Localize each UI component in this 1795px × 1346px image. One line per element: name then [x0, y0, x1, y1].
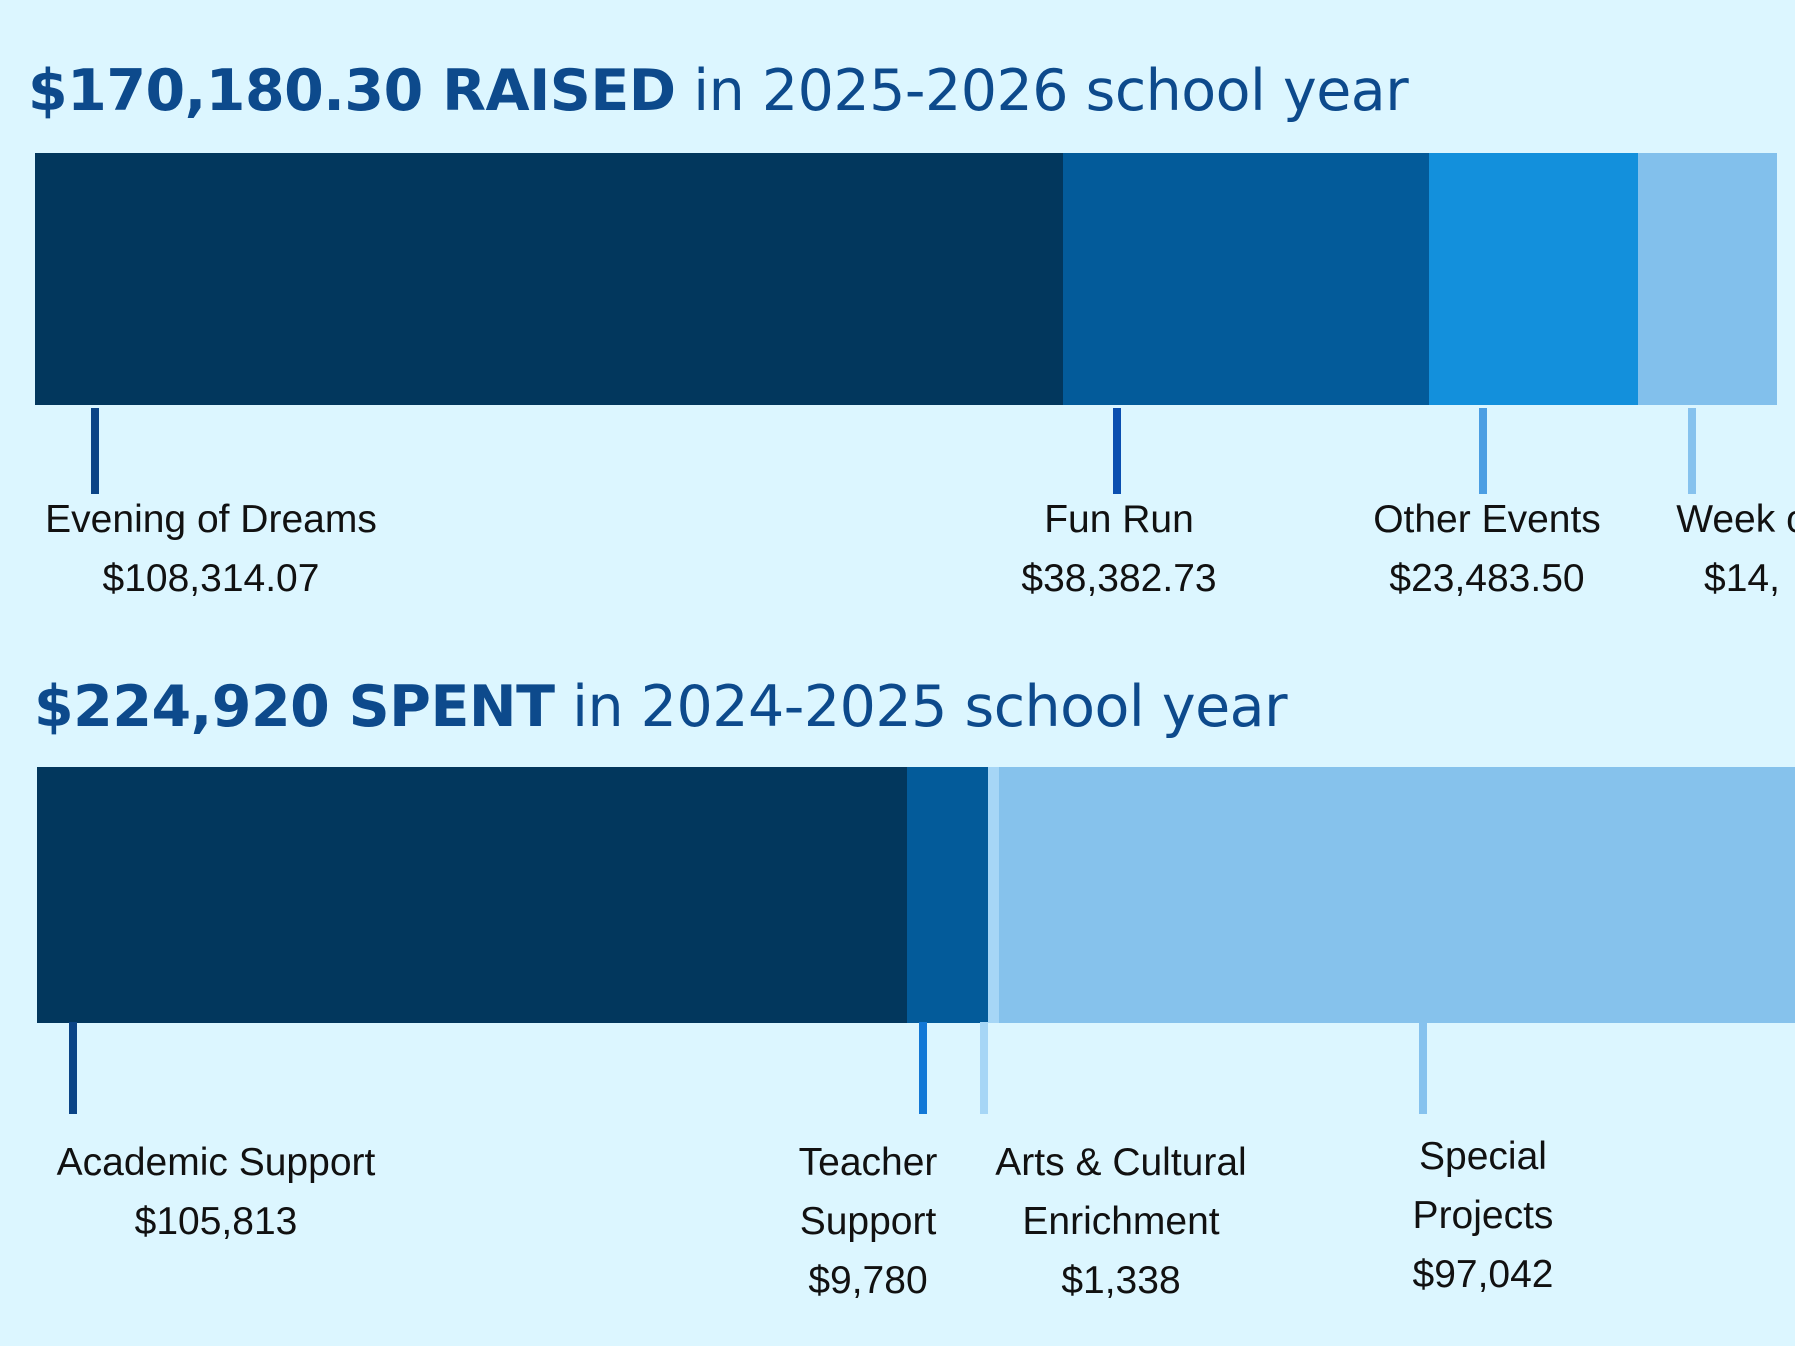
bar-segment — [1637, 153, 1777, 405]
leader-tick — [69, 1022, 77, 1114]
category-label: Fun Run — [1044, 498, 1194, 541]
bar-segment — [37, 767, 909, 1023]
bar-segment — [35, 153, 1064, 405]
segment-label: Week o $14, — [1676, 490, 1795, 608]
segment-label: Special Projects $97,042 — [1413, 1127, 1554, 1304]
value-label: $108,314.07 — [102, 557, 320, 600]
value-label: $1,338 — [1061, 1259, 1181, 1302]
category-label: Academic Support — [56, 1141, 376, 1184]
value-label: $38,382.73 — [1021, 557, 1217, 600]
category-label: Week o — [1676, 498, 1795, 541]
raised-heading-period: in 2025-2026 school year — [675, 58, 1409, 124]
leader-tick — [1418, 1022, 1427, 1114]
value-label: $23,483.50 — [1389, 557, 1585, 600]
bar-segment — [987, 767, 1000, 1023]
value-label: $9,780 — [808, 1259, 928, 1302]
category-label: Enrichment — [1022, 1200, 1220, 1243]
category-label: Support — [799, 1200, 937, 1243]
spent-stacked-bar — [37, 767, 1795, 1023]
segment-label: Teacher Support $9,780 — [799, 1133, 938, 1310]
leader-tick — [91, 408, 99, 494]
bar-segment — [998, 767, 1795, 1023]
leader-tick — [1687, 408, 1696, 494]
spent-heading: $224,920 SPENT in 2024-2025 school year — [34, 674, 1288, 740]
bar-segment — [907, 767, 989, 1023]
category-label: Special — [1419, 1135, 1547, 1178]
segment-label: Fun Run $38,382.73 — [1021, 490, 1216, 608]
category-label: Teacher — [798, 1141, 938, 1184]
leader-tick — [919, 1022, 928, 1114]
segment-label: Evening of Dreams $108,314.07 — [45, 490, 377, 608]
category-label: Evening of Dreams — [45, 498, 377, 541]
value-label: $14, — [1704, 557, 1780, 600]
category-label: Arts & Cultural — [995, 1141, 1247, 1184]
bar-segment — [1428, 153, 1639, 405]
value-label: $97,042 — [1412, 1253, 1554, 1296]
spent-heading-period: in 2024-2025 school year — [554, 674, 1288, 740]
leader-tick — [1478, 408, 1487, 494]
bar-segment — [1062, 153, 1430, 405]
raised-heading: $170,180.30 RAISED in 2025-2026 school y… — [28, 58, 1409, 124]
value-label: $105,813 — [134, 1200, 298, 1243]
category-label: Other Events — [1373, 498, 1601, 541]
leader-tick — [979, 1022, 988, 1114]
segment-label: Academic Support $105,813 — [57, 1133, 376, 1251]
leader-tick — [1112, 408, 1121, 494]
category-label: Projects — [1412, 1194, 1554, 1237]
raised-stacked-bar — [35, 153, 1777, 405]
segment-label: Other Events $23,483.50 — [1373, 490, 1601, 608]
segment-label: Arts & Cultural Enrichment $1,338 — [995, 1133, 1246, 1310]
raised-heading-amount: $170,180.30 RAISED — [28, 58, 676, 124]
spent-heading-amount: $224,920 SPENT — [34, 674, 555, 740]
